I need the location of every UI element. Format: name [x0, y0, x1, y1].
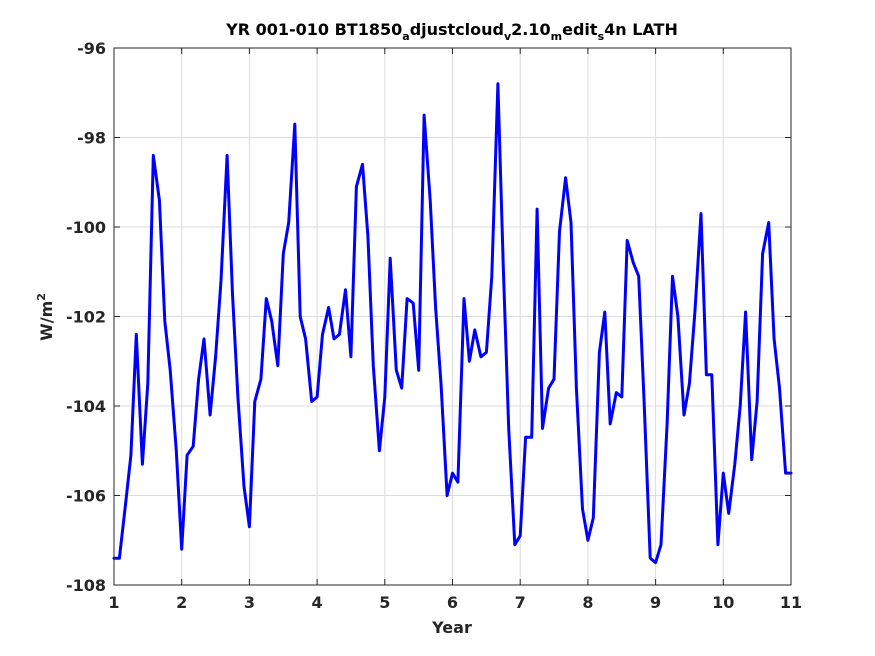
y-tick-label: -108 — [66, 576, 106, 595]
y-tick-label: -96 — [77, 39, 106, 58]
x-tick-label: 3 — [244, 593, 255, 612]
x-tick-label: 9 — [650, 593, 661, 612]
y-tick-label: -104 — [66, 397, 106, 416]
chart-title-subscript: m — [551, 30, 562, 43]
y-tick-label: -100 — [66, 218, 106, 237]
chart-title-part: 2.10 — [511, 20, 550, 39]
x-tick-label: 7 — [515, 593, 526, 612]
x-tick-label: 11 — [780, 593, 802, 612]
chart-title-part: djustcloud — [410, 20, 504, 39]
y-tick-label: -106 — [66, 487, 106, 506]
chart-title-subscript: v — [504, 30, 512, 43]
y-axis-title-base: W/m — [37, 301, 56, 341]
series-line — [112, 82, 793, 565]
chart-title-part: edit — [562, 20, 598, 39]
x-tick-label: 10 — [712, 593, 734, 612]
y-tick-labels: -108 -106 -104 -102 -100 -98 -96 — [66, 39, 106, 595]
y-tick-label: -102 — [66, 308, 106, 327]
x-tick-label: 5 — [379, 593, 390, 612]
x-tick-label: 8 — [582, 593, 593, 612]
x-tick-label: 6 — [447, 593, 458, 612]
chart-title-subscript: s — [598, 30, 605, 43]
x-axis-title: Year — [431, 618, 472, 637]
y-axis-title: W/m2 — [35, 293, 56, 341]
x-tick-label: 1 — [108, 593, 119, 612]
chart-title: YR 001-010 BT1850adjustcloudv2.10medits4… — [225, 20, 678, 43]
chart-title-part: 4n LATH — [604, 20, 678, 39]
tick-marks — [113, 47, 792, 586]
y-axis-title-superscript: 2 — [35, 293, 48, 301]
y-tick-label: -98 — [77, 129, 106, 148]
x-tick-labels: 1 2 3 4 5 6 7 8 9 10 11 — [108, 593, 802, 612]
x-tick-label: 2 — [176, 593, 187, 612]
x-tick-label: 4 — [312, 593, 323, 612]
series-layer — [112, 82, 793, 565]
chart-title-subscript: a — [402, 30, 409, 43]
chart-title-part: YR 001-010 BT1850 — [225, 20, 402, 39]
